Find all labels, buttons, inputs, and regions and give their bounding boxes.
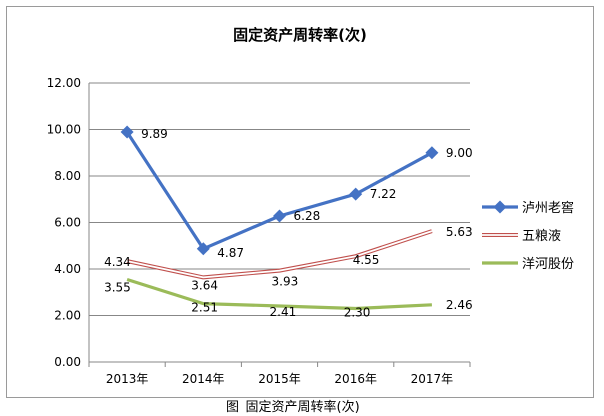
y-tick-label: 0.00	[54, 355, 81, 369]
data-point	[120, 125, 134, 139]
series-line-inner	[126, 230, 433, 279]
y-tick-label: 8.00	[54, 169, 81, 183]
axes: 0.00 2.00 4.00 6.00 8.00 10.00 12.00 2013年 2014年…	[47, 76, 471, 386]
legend-label: 洋河股份	[522, 257, 574, 272]
x-tick-label: 2016年	[334, 372, 377, 386]
chart-frame	[6, 6, 594, 398]
data-label: 4.87	[217, 246, 244, 260]
figure-caption: 图 固定资产周转率(次)	[226, 400, 360, 415]
data-label: 2.51	[191, 301, 218, 315]
data-labels: 9.89 4.87 6.28 7.22 9.00 4.34 3.64 3.93 4.55 5.63…	[104, 127, 473, 319]
data-label: 3.93	[272, 275, 299, 289]
data-label: 2.46	[446, 298, 473, 312]
data-point	[196, 242, 210, 256]
data-label: 2.30	[344, 306, 371, 320]
y-tick-label: 4.00	[54, 262, 81, 276]
chart-title: 固定资产周转率(次)	[233, 26, 367, 44]
y-tick-label: 6.00	[54, 216, 81, 230]
series-1	[120, 125, 439, 256]
data-label: 4.34	[104, 255, 131, 269]
data-label: 7.22	[370, 187, 397, 201]
data-label: 2.41	[270, 305, 297, 319]
series-lines	[120, 125, 439, 311]
legend-label: 五粮液	[522, 229, 561, 244]
legend-marker	[493, 200, 507, 214]
data-label: 9.89	[141, 127, 168, 141]
y-tick-label: 10.00	[47, 123, 81, 137]
series-3	[126, 277, 432, 311]
data-label: 4.55	[353, 253, 380, 267]
data-point	[349, 187, 363, 201]
x-tick-label: 2015年	[258, 372, 301, 386]
y-tick-label: 12.00	[47, 76, 81, 90]
data-point	[425, 146, 439, 160]
legend-item: 五粮液	[482, 229, 561, 244]
data-label: 5.63	[446, 225, 473, 239]
x-tick-label: 2017年	[411, 372, 454, 386]
data-label: 3.64	[191, 278, 218, 292]
data-label: 3.55	[104, 280, 131, 294]
x-tick-label: 2013年	[106, 372, 149, 386]
y-tick-label: 2.00	[54, 309, 81, 323]
data-point	[273, 209, 286, 223]
legend-item: 洋河股份	[482, 257, 574, 272]
series-2	[126, 229, 433, 280]
data-label: 9.00	[446, 146, 473, 160]
series-line	[126, 277, 432, 311]
data-label: 6.28	[294, 209, 321, 223]
legend-label: 泸州老窖	[522, 200, 574, 216]
gridlines	[89, 82, 470, 316]
x-tick-label: 2014年	[182, 372, 225, 386]
legend-item: 泸州老窖	[482, 200, 574, 216]
